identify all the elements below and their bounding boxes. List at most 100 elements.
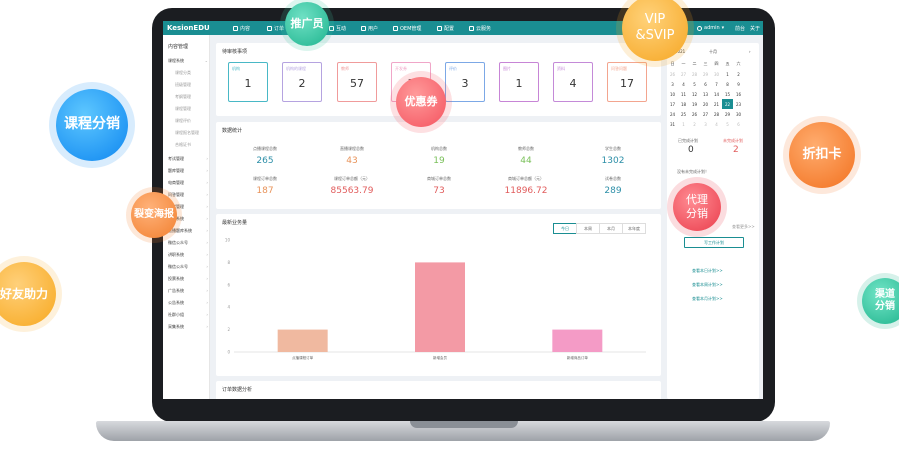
calendar-day[interactable]: 13 xyxy=(702,91,709,97)
sidebar-item[interactable]: 问答管理 › xyxy=(168,192,208,197)
chevron-right-icon: › xyxy=(206,300,208,305)
user-menu[interactable]: admin ▾ xyxy=(697,25,724,31)
sidebar-item[interactable]: 教学管理 › xyxy=(168,204,208,209)
sidebar-item[interactable]: 题库管理 › xyxy=(168,168,208,173)
calendar-day[interactable]: 30 xyxy=(735,111,742,117)
sidebar-sub-item[interactable]: 考纲管理 xyxy=(175,94,191,99)
stat-cell: 课程订单总数 187 xyxy=(253,176,277,196)
calendar-day[interactable]: 15 xyxy=(724,91,731,97)
refresh-icon xyxy=(697,25,702,31)
calendar-day[interactable]: 9 xyxy=(737,81,740,87)
sidebar-sub-item[interactable]: 课程评价 xyxy=(175,118,191,123)
pending-item[interactable]: 机构的课程 2 xyxy=(282,62,322,102)
sidebar-item[interactable]: 广告系统 › xyxy=(168,288,208,293)
calendar-day[interactable]: 6 xyxy=(737,121,740,127)
calendar-day[interactable]: 19 xyxy=(691,101,698,107)
calendar-day[interactable]: 7 xyxy=(715,81,718,87)
sidebar-item[interactable]: 考试管理 › xyxy=(168,156,208,161)
calendar-day[interactable]: 16 xyxy=(735,91,742,97)
week-plan-link[interactable]: 查看本周计划>> xyxy=(692,282,723,287)
calendar-day[interactable]: 4 xyxy=(715,121,718,127)
nav-content[interactable]: 内容 xyxy=(233,25,250,32)
calendar-day[interactable]: 8 xyxy=(726,81,729,87)
top-link-about[interactable]: 关于 xyxy=(750,26,761,32)
sidebar-item-course-system[interactable]: 课程系统 ⌄ xyxy=(168,58,208,63)
tab-week[interactable]: 本周 xyxy=(576,223,600,234)
sidebar-sub-item[interactable]: 课程报名管理 xyxy=(175,130,199,135)
calendar-day[interactable]: 14 xyxy=(713,91,720,97)
pending-item[interactable]: 图片 1 xyxy=(499,62,539,102)
sidebar-item[interactable]: 采集系统 › xyxy=(168,324,208,329)
sidebar-item[interactable]: 电商管理 › xyxy=(168,180,208,185)
calendar-day[interactable]: 26 xyxy=(691,111,698,117)
calendar-day[interactable]: 1 xyxy=(726,71,729,77)
calendar-day[interactable]: 6 xyxy=(704,81,707,87)
nav-order[interactable]: 订单 xyxy=(267,25,284,32)
calendar-day[interactable]: 27 xyxy=(702,111,709,117)
tab-month[interactable]: 本月 xyxy=(599,223,623,234)
tab-today[interactable]: 今日 xyxy=(553,223,577,234)
calendar-day[interactable]: 31 xyxy=(669,121,676,127)
calendar-day[interactable]: 27 xyxy=(680,71,687,77)
business-card: 最新业务量 今日 本周 本月 本年度 0 2 4 6 8 10 点播课程订单 新增会员 新增商品… xyxy=(216,214,661,376)
pending-item[interactable]: 机构 1 xyxy=(228,62,268,102)
calendar-day[interactable]: 3 xyxy=(704,121,707,127)
pending-item[interactable]: 评价 3 xyxy=(445,62,485,102)
calendar-day[interactable]: 5 xyxy=(726,121,729,127)
pending-item[interactable]: 问答问题 17 xyxy=(607,62,647,102)
calendar-day[interactable]: 5 xyxy=(693,81,696,87)
stat-cell: 机构总数 19 xyxy=(431,146,447,166)
day-plan-link[interactable]: 查看本日计划>> xyxy=(692,268,723,273)
calendar-year: 2021 xyxy=(675,49,686,54)
calendar-day[interactable]: 1 xyxy=(682,121,685,127)
pending-item[interactable]: 资料 4 xyxy=(553,62,593,102)
top-link-front[interactable]: 前台 xyxy=(735,26,746,32)
calendar-day[interactable]: 21 xyxy=(713,101,720,107)
sidebar-item[interactable]: 讲职系统 › xyxy=(168,252,208,257)
stats-title: 数据统计 xyxy=(222,128,243,134)
sidebar-sub-item[interactable]: 课程管理 xyxy=(175,106,191,111)
calendar-day[interactable]: 28 xyxy=(713,111,720,117)
calendar-day[interactable]: 11 xyxy=(680,91,687,97)
calendar-day[interactable]: 24 xyxy=(669,111,676,117)
calendar-day[interactable]: 3 xyxy=(671,81,674,87)
calendar-day[interactable]: 2 xyxy=(737,71,740,77)
nav-user[interactable]: 用户 xyxy=(361,25,378,32)
month-plan-link[interactable]: 查看本月计划>> xyxy=(692,296,723,301)
nav-interact[interactable]: 互动 xyxy=(329,25,346,32)
chart-bar xyxy=(415,262,465,352)
calendar-day[interactable]: 29 xyxy=(702,71,709,77)
calendar-day[interactable]: 23 xyxy=(735,101,742,107)
calendar-day[interactable]: 28 xyxy=(691,71,698,77)
sidebar-sub-item[interactable]: 合格证书 xyxy=(175,142,191,147)
calendar-day[interactable]: 22 xyxy=(722,99,733,109)
stat-cell: 试卷总数 289 xyxy=(604,176,622,196)
sidebar-item[interactable]: 直播题库系统 › xyxy=(168,228,208,233)
tab-year[interactable]: 本年度 xyxy=(622,223,646,234)
more-link[interactable]: 查看更多>> xyxy=(732,224,755,229)
nav-config[interactable]: 配置 xyxy=(437,25,454,32)
sidebar-item[interactable]: 微信公众号 › xyxy=(168,240,208,245)
calendar-day[interactable]: 12 xyxy=(691,91,698,97)
nav-oem[interactable]: OEM管理 xyxy=(393,25,421,32)
sidebar-sub-item[interactable]: 班级管理 xyxy=(175,82,191,87)
calendar-day[interactable]: 26 xyxy=(669,71,676,77)
sidebar-sub-item[interactable]: 课程分类 xyxy=(175,70,191,75)
calendar-day[interactable]: 17 xyxy=(669,101,676,107)
calendar-day[interactable]: 18 xyxy=(680,101,687,107)
sidebar-item[interactable]: 公告系统 › xyxy=(168,300,208,305)
sidebar-item[interactable]: 微信公众号 › xyxy=(168,264,208,269)
calendar-day[interactable]: 10 xyxy=(669,91,676,97)
calendar-day[interactable]: 30 xyxy=(713,71,720,77)
calendar-day[interactable]: 29 xyxy=(724,111,731,117)
next-month-icon[interactable]: › xyxy=(749,49,751,54)
nav-cloud[interactable]: 云服务 xyxy=(469,25,491,32)
calendar-day[interactable]: 4 xyxy=(682,81,685,87)
sidebar-item[interactable]: 社群小组 › xyxy=(168,312,208,317)
sidebar-item[interactable]: 投票系统 › xyxy=(168,276,208,281)
calendar-day[interactable]: 25 xyxy=(680,111,687,117)
calendar-day[interactable]: 20 xyxy=(702,101,709,107)
calendar-day[interactable]: 2 xyxy=(693,121,696,127)
pending-item[interactable]: 教师 57 xyxy=(337,62,377,102)
write-plan-button[interactable]: 写工作计划 xyxy=(684,237,744,248)
